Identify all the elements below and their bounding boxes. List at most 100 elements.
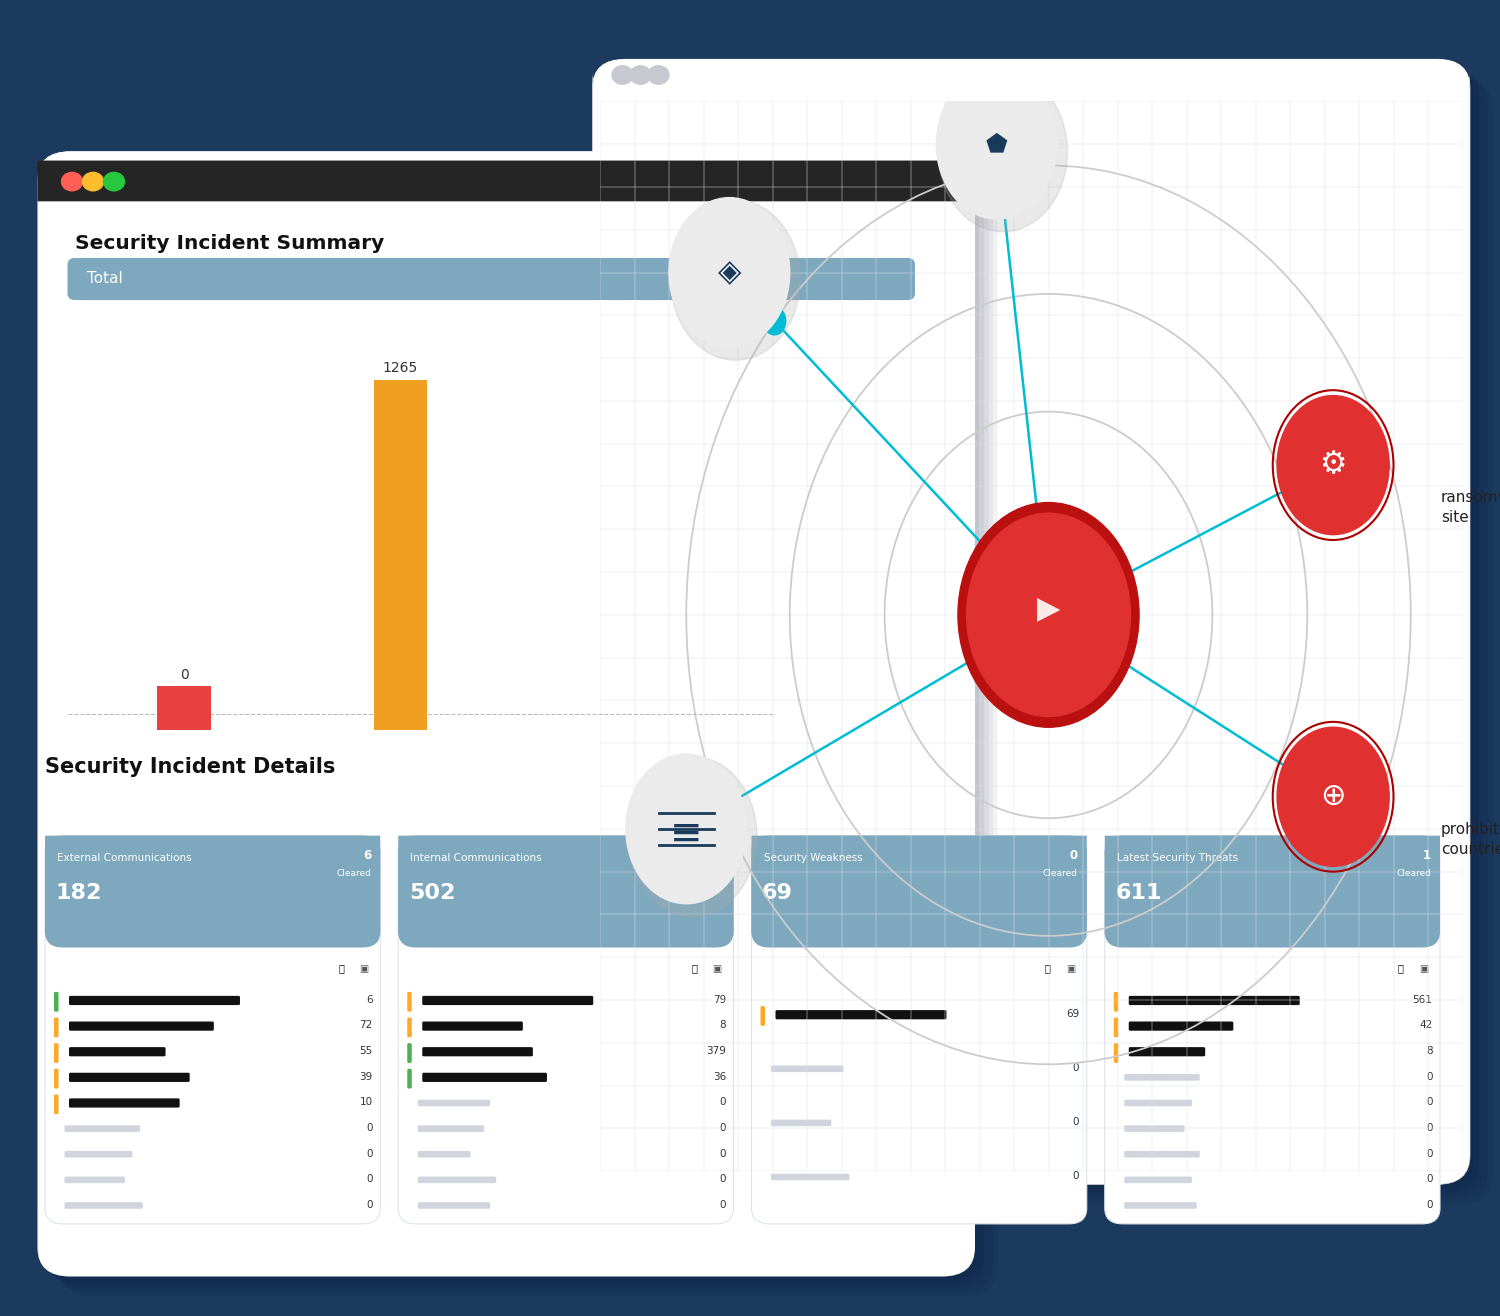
FancyBboxPatch shape <box>423 1048 532 1057</box>
FancyBboxPatch shape <box>399 836 734 948</box>
FancyBboxPatch shape <box>38 151 975 1277</box>
FancyBboxPatch shape <box>54 1017 58 1037</box>
Circle shape <box>82 172 104 191</box>
FancyBboxPatch shape <box>1125 1074 1200 1080</box>
Text: 🔔: 🔔 <box>1044 963 1050 974</box>
FancyBboxPatch shape <box>610 75 1488 1200</box>
FancyBboxPatch shape <box>408 1044 411 1063</box>
Text: 0: 0 <box>366 1123 372 1133</box>
FancyBboxPatch shape <box>417 1177 497 1183</box>
Text: Cleared: Cleared <box>1396 869 1431 878</box>
Text: ▣: ▣ <box>712 963 722 974</box>
FancyBboxPatch shape <box>417 1152 471 1158</box>
FancyBboxPatch shape <box>64 1203 142 1209</box>
Text: ⚙: ⚙ <box>1320 450 1347 479</box>
Text: ◈: ◈ <box>717 258 741 287</box>
Text: Total: Total <box>87 271 123 287</box>
FancyBboxPatch shape <box>45 836 381 1224</box>
Circle shape <box>630 66 651 84</box>
Text: 0: 0 <box>1426 1200 1432 1209</box>
FancyBboxPatch shape <box>1104 836 1440 934</box>
FancyBboxPatch shape <box>42 155 980 1280</box>
FancyBboxPatch shape <box>776 1011 946 1020</box>
Text: 379: 379 <box>706 1046 726 1055</box>
Text: ▣: ▣ <box>360 963 369 974</box>
Text: 0: 0 <box>366 1149 372 1158</box>
Text: 561: 561 <box>1413 995 1432 1005</box>
Text: ⬟: ⬟ <box>986 132 1008 157</box>
FancyBboxPatch shape <box>752 836 1086 948</box>
Text: 0: 0 <box>720 1174 726 1184</box>
Text: 2: 2 <box>717 849 724 862</box>
FancyBboxPatch shape <box>771 1174 849 1180</box>
FancyBboxPatch shape <box>1128 1048 1204 1057</box>
FancyBboxPatch shape <box>1104 836 1440 948</box>
Circle shape <box>626 754 747 904</box>
FancyBboxPatch shape <box>592 59 1470 101</box>
FancyBboxPatch shape <box>417 1203 491 1209</box>
FancyBboxPatch shape <box>408 992 411 1012</box>
FancyBboxPatch shape <box>771 1066 843 1073</box>
FancyBboxPatch shape <box>69 1048 165 1057</box>
Text: 🔔: 🔔 <box>339 963 344 974</box>
FancyBboxPatch shape <box>1104 836 1440 1224</box>
Circle shape <box>936 70 1058 218</box>
Text: 8: 8 <box>720 1020 726 1030</box>
Bar <box>374 379 427 730</box>
Text: 0: 0 <box>1426 1123 1432 1133</box>
FancyBboxPatch shape <box>1125 1125 1185 1132</box>
Circle shape <box>1276 728 1389 866</box>
FancyBboxPatch shape <box>56 167 993 1292</box>
Text: External Communications: External Communications <box>57 853 192 863</box>
Text: 502: 502 <box>408 883 454 903</box>
FancyBboxPatch shape <box>1125 1203 1197 1209</box>
Text: 611: 611 <box>1114 883 1161 903</box>
Text: ⊕: ⊕ <box>1320 782 1346 811</box>
FancyBboxPatch shape <box>51 163 988 1288</box>
Text: 0: 0 <box>1426 1098 1432 1107</box>
Circle shape <box>612 66 633 84</box>
FancyBboxPatch shape <box>38 151 975 201</box>
Text: 72: 72 <box>360 1020 372 1030</box>
Text: 0: 0 <box>1072 1171 1078 1182</box>
Text: 0: 0 <box>1072 1117 1078 1128</box>
FancyBboxPatch shape <box>60 171 998 1296</box>
FancyBboxPatch shape <box>69 996 240 1005</box>
Text: Latest Security Threats: Latest Security Threats <box>1116 853 1238 863</box>
FancyBboxPatch shape <box>1113 1044 1118 1063</box>
Circle shape <box>670 200 800 361</box>
Circle shape <box>938 71 1068 232</box>
Circle shape <box>958 503 1138 728</box>
Text: 0: 0 <box>1072 1063 1078 1073</box>
FancyBboxPatch shape <box>408 1017 411 1037</box>
Circle shape <box>62 172 82 191</box>
Text: Security Incident Details: Security Incident Details <box>45 757 336 776</box>
Text: 1265: 1265 <box>382 362 418 375</box>
Text: 🔔: 🔔 <box>1398 963 1404 974</box>
Circle shape <box>648 66 669 84</box>
Text: ≡: ≡ <box>670 815 702 853</box>
Circle shape <box>104 172 125 191</box>
FancyBboxPatch shape <box>417 1125 484 1132</box>
Text: 36: 36 <box>712 1071 726 1082</box>
Text: 0: 0 <box>720 1149 726 1158</box>
Text: prohibited
countries: prohibited countries <box>1442 822 1500 857</box>
Circle shape <box>988 155 1011 183</box>
FancyBboxPatch shape <box>38 161 975 201</box>
Bar <box>158 686 210 730</box>
FancyBboxPatch shape <box>592 59 1470 1184</box>
Circle shape <box>764 307 786 334</box>
Text: 0: 0 <box>1426 1149 1432 1158</box>
FancyBboxPatch shape <box>38 151 975 1277</box>
Text: Security Weakness: Security Weakness <box>764 853 862 863</box>
FancyBboxPatch shape <box>64 1152 132 1158</box>
FancyBboxPatch shape <box>423 996 592 1005</box>
FancyBboxPatch shape <box>408 1069 411 1088</box>
Text: ▣: ▣ <box>1065 963 1076 974</box>
FancyBboxPatch shape <box>615 79 1492 1204</box>
Text: 0: 0 <box>1426 1174 1432 1184</box>
Text: 6: 6 <box>366 995 372 1005</box>
Text: 0: 0 <box>366 1200 372 1209</box>
FancyBboxPatch shape <box>69 1073 189 1082</box>
Text: Security Incident Summary: Security Incident Summary <box>75 234 384 253</box>
